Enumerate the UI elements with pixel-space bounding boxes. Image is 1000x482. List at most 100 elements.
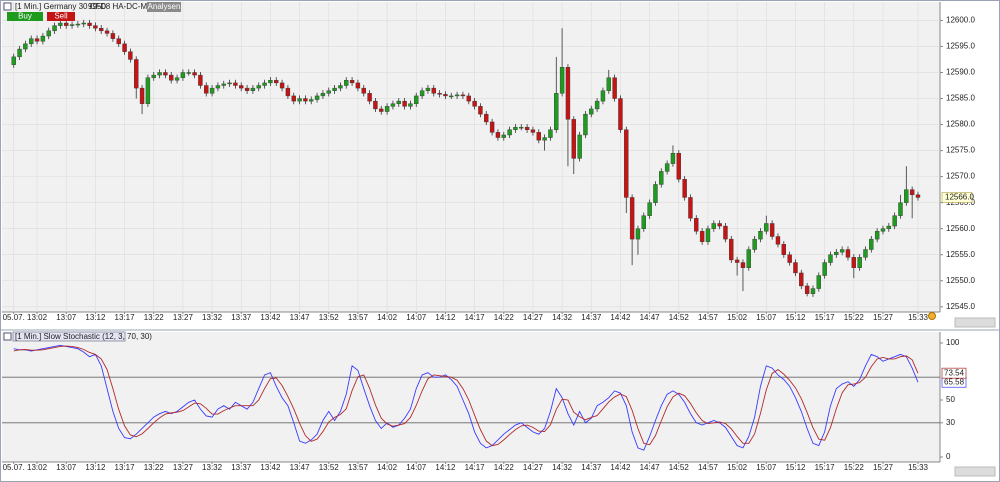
candle-body xyxy=(554,93,559,130)
candle-body xyxy=(204,85,209,94)
x-tick-label: 15:27 xyxy=(873,313,894,322)
candle-body xyxy=(128,51,133,60)
x-tick-label: 14:07 xyxy=(406,313,427,322)
candle-body xyxy=(419,90,425,97)
candle-body xyxy=(478,106,483,115)
sell-button[interactable]: Sell xyxy=(47,12,75,21)
analysis-button-bg[interactable] xyxy=(147,2,181,12)
y-tick-label: 100 xyxy=(946,338,960,347)
stoch-title: [1 Min.] Slow Stochastic (12, 3, 70, 30) xyxy=(15,332,152,341)
x-tick-label: 13:07 xyxy=(56,463,77,472)
x-tick-label: 13:02 xyxy=(27,463,48,472)
analysis-button-label[interactable]: Analysen xyxy=(148,2,181,11)
candle-body xyxy=(157,72,162,76)
window-icon xyxy=(3,2,12,11)
candle-body xyxy=(664,163,670,172)
y-tick-label: 30 xyxy=(946,418,955,427)
x-tick-label: 15:07 xyxy=(756,313,777,322)
x-tick-label: 14:02 xyxy=(377,313,398,322)
candle-body xyxy=(682,179,687,198)
account-label: 99508 HA-DC-MACD xyxy=(88,2,164,11)
candle-body xyxy=(180,72,186,78)
candle-body xyxy=(396,100,401,104)
candle-body xyxy=(793,262,798,274)
x-tick-label: 15:22 xyxy=(844,463,865,472)
candle-body xyxy=(822,262,827,276)
candle-body xyxy=(268,80,273,84)
candle-body xyxy=(116,38,121,45)
candle-body xyxy=(256,85,261,89)
x-tick-label: 15:17 xyxy=(815,313,836,322)
analysis-button[interactable]: Analysen xyxy=(147,2,181,12)
candle-body xyxy=(513,126,518,130)
x-tick-label: 15:33 xyxy=(908,313,929,322)
x-tick-label: 13:32 xyxy=(202,313,223,322)
x-tick-label: 14:57 xyxy=(698,313,719,322)
candle-body xyxy=(845,249,851,258)
candle-body xyxy=(174,77,180,81)
candle-body xyxy=(484,113,489,123)
candle-body xyxy=(472,100,477,107)
x-tick-label: 14:17 xyxy=(465,313,486,322)
candle-body xyxy=(559,67,565,94)
stoch-line xyxy=(13,345,919,447)
candle-body xyxy=(530,129,536,133)
scrollbar[interactable] xyxy=(954,466,996,477)
candle-body xyxy=(600,90,606,102)
x-tick-label: 13:07 xyxy=(56,313,77,322)
buy-button-bg[interactable] xyxy=(7,12,43,21)
x-tick-label: 13:47 xyxy=(290,463,311,472)
stoch-plot-bg xyxy=(2,332,940,462)
sell-button-bg[interactable] xyxy=(47,12,75,21)
candle-body xyxy=(869,238,874,250)
candle-body xyxy=(431,87,436,94)
candle-body xyxy=(34,38,40,42)
x-tick-label: 14:42 xyxy=(610,463,631,472)
candle-body xyxy=(653,184,658,203)
buy-button-label[interactable]: Buy xyxy=(18,12,32,21)
candle-body xyxy=(408,103,413,107)
candle-body xyxy=(87,22,92,26)
candle-body xyxy=(647,202,652,216)
x-tick-label: 14:12 xyxy=(435,313,456,322)
x-tick-label: 13:12 xyxy=(85,463,106,472)
candle-body xyxy=(349,80,355,84)
candle-body xyxy=(583,113,588,136)
x-tick-label: 15:02 xyxy=(727,313,748,322)
candle-body xyxy=(804,285,810,294)
x-tick-label: 13:47 xyxy=(290,313,311,322)
x-tick-label: 14:42 xyxy=(610,313,631,322)
candle-body xyxy=(344,80,349,86)
chart-layer: 12545.012550.012555.012560.012565.012570… xyxy=(2,2,975,472)
candle-body xyxy=(64,22,69,26)
candle-body xyxy=(507,129,512,136)
candle-body xyxy=(40,35,46,42)
last-value-label: 65.58 xyxy=(944,377,965,386)
sell-button-label[interactable]: Sell xyxy=(54,12,68,21)
x-tick-label: 13:22 xyxy=(144,313,165,322)
candle-body xyxy=(151,74,156,78)
x-tick-label: 15:27 xyxy=(873,463,894,472)
candle-body xyxy=(443,94,448,97)
candle-body xyxy=(542,137,547,141)
x-tick-label: 13:27 xyxy=(173,463,194,472)
candle-body xyxy=(314,95,320,100)
candle-body xyxy=(618,98,623,130)
candle-body xyxy=(414,95,419,104)
candle-body xyxy=(828,254,833,263)
candle-body xyxy=(723,225,728,240)
candle-body xyxy=(629,197,635,240)
candle-body xyxy=(169,74,174,81)
x-tick-label: 14:17 xyxy=(465,463,486,472)
candle-body xyxy=(110,33,116,39)
candle-body xyxy=(332,87,337,91)
x-tick-label: 15:02 xyxy=(727,463,748,472)
candle-body xyxy=(122,43,127,52)
candle-body xyxy=(250,87,256,91)
buy-button[interactable]: Buy xyxy=(7,12,43,21)
scrollbar[interactable] xyxy=(954,317,996,328)
candle-body xyxy=(29,38,34,45)
candle-body xyxy=(904,189,909,203)
x-tick-label: 14:52 xyxy=(669,463,690,472)
x-tick-label: 14:07 xyxy=(406,463,427,472)
